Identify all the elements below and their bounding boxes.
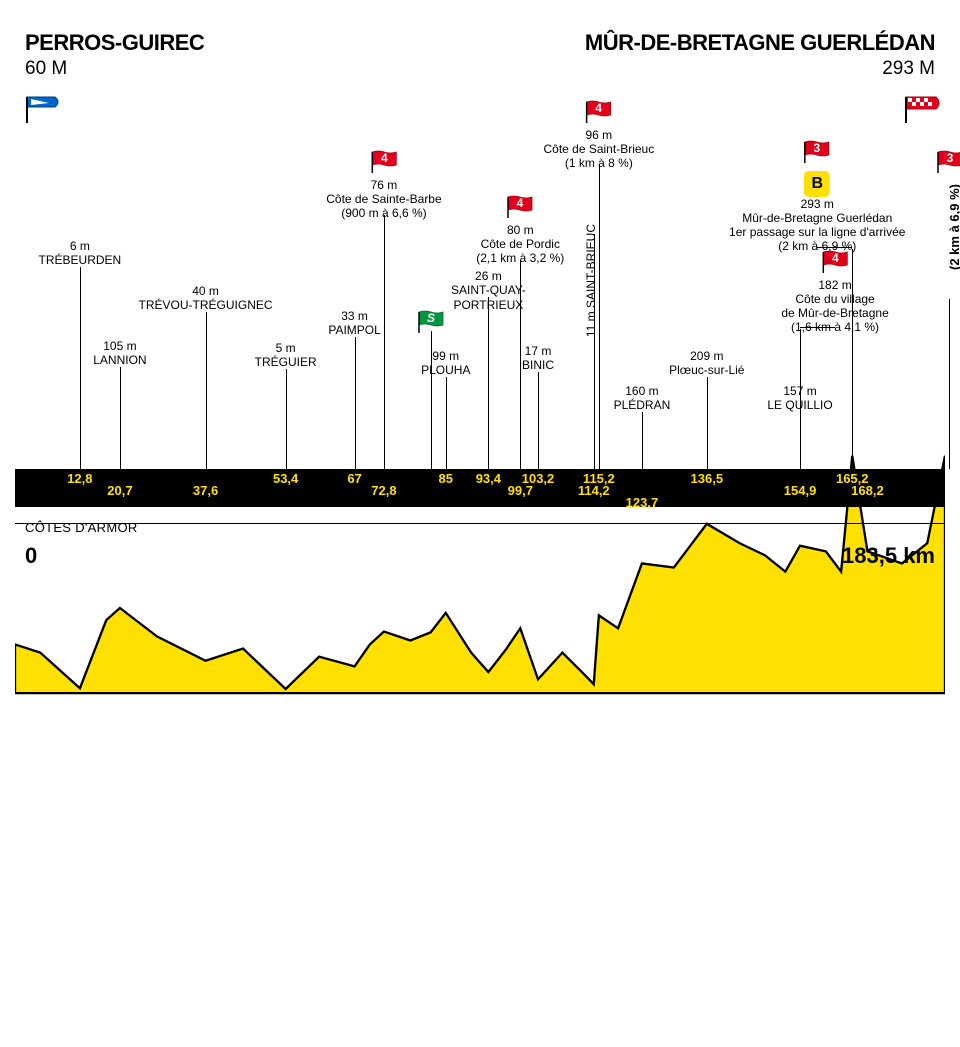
km-marker: 72,8 — [371, 483, 396, 498]
climb-label: 496 mCôte de Saint-Brieuc(1 km à 8 %) — [543, 99, 654, 170]
end-elev: 293 m — [585, 58, 935, 80]
cat-flag-icon: 4 — [584, 99, 614, 128]
start-city: PERROS-GUIREC — [25, 30, 204, 56]
km-marker: 123,7 — [626, 495, 659, 510]
start-elev: 60 m — [25, 58, 204, 80]
town-label: 5 mTRÉGUIER — [255, 341, 317, 370]
town-label: 26 mSAINT-QUAY-PORTRIEUX — [451, 269, 526, 312]
km-marker: 115,2 — [583, 471, 615, 486]
town-label: 40 mTRÉVOU-TRÉGUIGNEC — [139, 284, 273, 313]
svg-text:4: 4 — [595, 101, 602, 115]
cat-flag-icon: 3 — [935, 149, 960, 178]
cat-flag-icon: 4 — [369, 149, 399, 178]
km-marker: 154,9 — [784, 483, 817, 498]
region-label: CÔTES D'ARMOR — [25, 520, 138, 535]
svg-text:3: 3 — [814, 141, 821, 155]
km-marker: 53,4 — [273, 471, 298, 486]
climb-label: 476 mCôte de Sainte-Barbe(900 m à 6,6 %) — [326, 149, 441, 220]
km-marker: 37,6 — [193, 483, 218, 498]
cat-flag-icon: 4 — [820, 249, 850, 278]
climb-label: 4182 mCôte du villagede Mûr-de-Bretagne(… — [781, 249, 888, 334]
km-marker: 20,7 — [107, 483, 132, 498]
finish-flag-icon — [902, 95, 940, 128]
km-marker: 136,5 — [691, 471, 724, 486]
km-end: 183,5 km — [842, 543, 935, 569]
start-flag-icon — [25, 95, 61, 128]
end-header: MÛR-DE-BRETAGNE GUERLÉDAN 293 m — [585, 30, 935, 80]
town-label: 99 mPLOUHA — [421, 349, 470, 378]
svg-text:3: 3 — [947, 151, 954, 165]
cat-flag-icon: 4 — [505, 194, 535, 223]
bonus-badge: B — [804, 171, 830, 197]
km-marker: 93,4 — [476, 471, 501, 486]
town-label: 33 mPAIMPOL — [328, 309, 380, 338]
town-label: 209 mPlœuc-sur-Lié — [669, 349, 744, 378]
climb-label: 3B293 mMûr-de-Bretagne Guerlédan1er pass… — [729, 139, 905, 253]
town-label: 105 mLANNION — [93, 339, 146, 368]
climb-label: 480 mCôte de Pordic(2,1 km à 3,2 %) — [476, 194, 564, 265]
km-marker: 85 — [439, 471, 453, 486]
svg-text:4: 4 — [832, 251, 839, 265]
svg-text:4: 4 — [517, 196, 524, 210]
km-marker: 168,2 — [851, 483, 884, 498]
elevation-chart: 12,820,737,653,46772,88593,499,7103,2114… — [15, 442, 945, 507]
km-bar: 12,820,737,653,46772,88593,499,7103,2114… — [15, 469, 945, 507]
finish-climb: 3 — [935, 149, 960, 178]
town-label-vertical: 11 m SAINT-BRIEUC — [584, 224, 598, 337]
km-marker: 12,8 — [67, 471, 92, 486]
svg-text:4: 4 — [381, 151, 388, 165]
km-marker: 103,2 — [522, 471, 555, 486]
town-label: 6 mTRÉBEURDEN — [39, 239, 122, 268]
town-label: 160 mPLÉDRAN — [614, 384, 671, 413]
town-label: 17 mBINIC — [522, 344, 554, 373]
km-marker: 67 — [347, 471, 361, 486]
finish-climb-label: (2 km à 6,9 %) — [947, 184, 960, 270]
start-header: PERROS-GUIREC 60 m — [25, 30, 204, 80]
svg-text:S: S — [427, 311, 435, 325]
km-start: 0 — [25, 543, 138, 569]
end-city: MÛR-DE-BRETAGNE GUERLÉDAN — [585, 30, 935, 56]
cat-flag-icon: 3 — [802, 139, 832, 168]
sprint-flag-icon: S — [416, 309, 446, 338]
